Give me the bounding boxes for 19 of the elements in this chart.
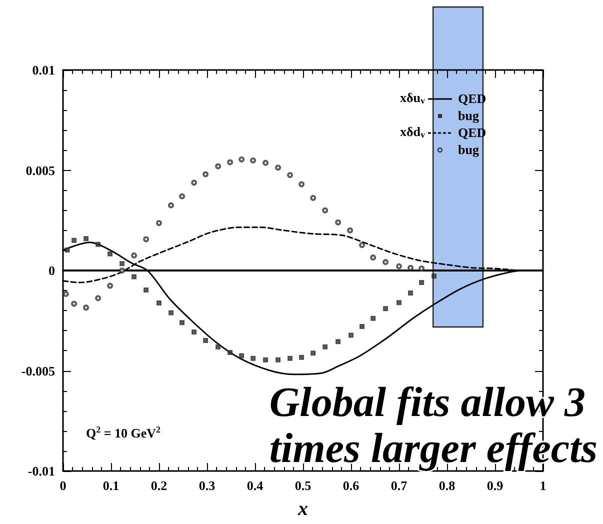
x-tick-label: 0 bbox=[60, 478, 66, 493]
y-tick-label: 0.005 bbox=[26, 162, 56, 178]
legend-label: bug bbox=[458, 108, 480, 123]
x-tick-label: 0.2 bbox=[150, 478, 168, 493]
y-tick-label: -0.01 bbox=[28, 464, 55, 478]
y-tick-label: 0.01 bbox=[32, 62, 55, 78]
x-tick-label: 0.1 bbox=[102, 478, 120, 493]
x-tick-label: 0.5 bbox=[294, 478, 312, 493]
x-tick-label: 0.7 bbox=[390, 478, 408, 493]
x-tick-label: 0.8 bbox=[438, 478, 456, 493]
x-tick-label: 0.9 bbox=[486, 478, 504, 493]
x-tick-label: 0.3 bbox=[198, 478, 216, 493]
legend-label: bug bbox=[458, 142, 480, 157]
x-tick-label: 0.4 bbox=[246, 478, 264, 493]
x-tick-label: 1 bbox=[540, 478, 546, 493]
x-axis-title: x bbox=[297, 498, 308, 520]
y-tick-label: 0 bbox=[48, 263, 55, 278]
x-tick-label: 0.6 bbox=[342, 478, 360, 493]
y-tick-label: -0.005 bbox=[21, 363, 56, 378]
